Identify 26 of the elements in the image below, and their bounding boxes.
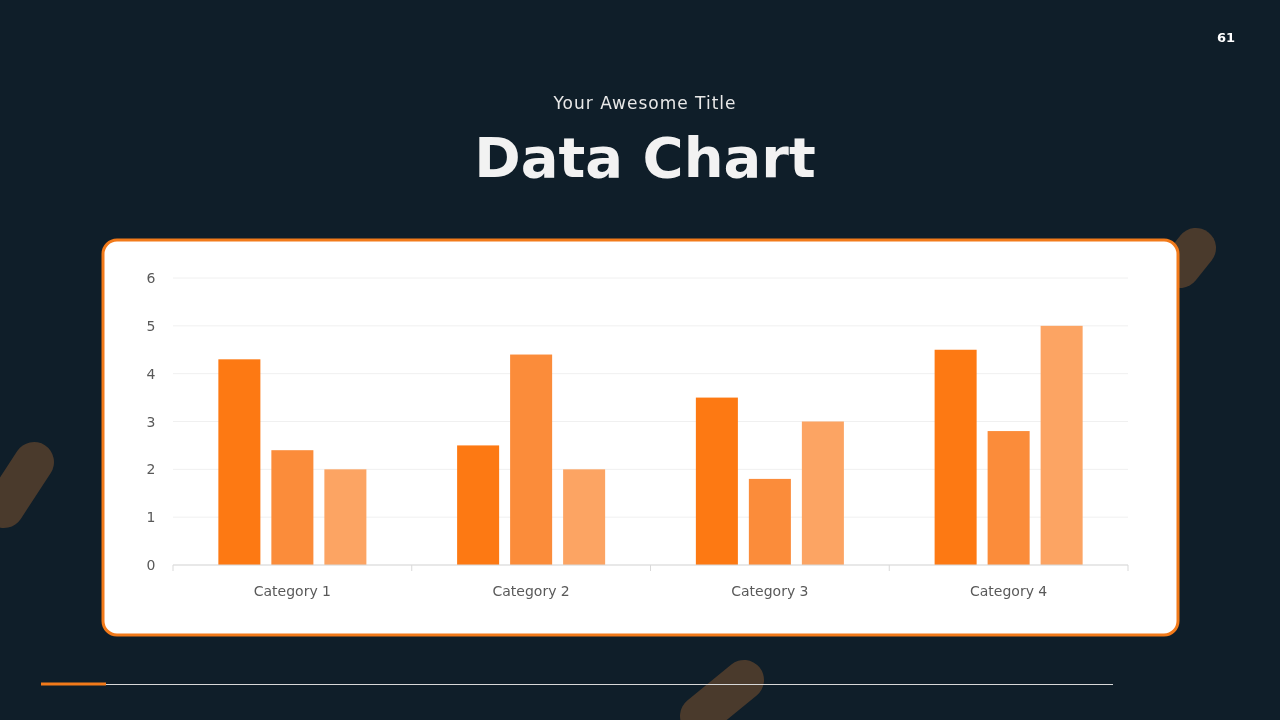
bar	[457, 445, 500, 565]
x-tick-label: Category 3	[731, 583, 809, 599]
bar	[748, 478, 791, 565]
y-tick-label: 6	[146, 270, 156, 286]
y-tick-label: 3	[146, 413, 156, 430]
bar	[324, 469, 367, 565]
chart-title: Data Chart	[474, 125, 816, 190]
bar	[801, 421, 844, 565]
y-tick-label: 1	[146, 509, 156, 526]
bar	[934, 349, 977, 565]
bar	[510, 354, 553, 565]
bar	[563, 469, 606, 565]
bar	[987, 431, 1030, 565]
y-tick-label: 2	[146, 461, 156, 478]
y-tick-label: 4	[146, 365, 156, 382]
x-tick-label: Category 2	[492, 583, 570, 599]
y-tick-label: 0	[146, 557, 156, 573]
x-tick-label: Category 1	[253, 583, 332, 599]
x-tick-label: Category 4	[969, 583, 1048, 599]
y-tick-label: 5	[146, 317, 156, 334]
bar	[1040, 325, 1083, 565]
bar	[271, 450, 314, 565]
bar	[695, 397, 738, 565]
bar	[218, 359, 261, 565]
chart-subtitle: Your Awesome Title	[552, 93, 737, 113]
text: 61	[1216, 30, 1236, 45]
